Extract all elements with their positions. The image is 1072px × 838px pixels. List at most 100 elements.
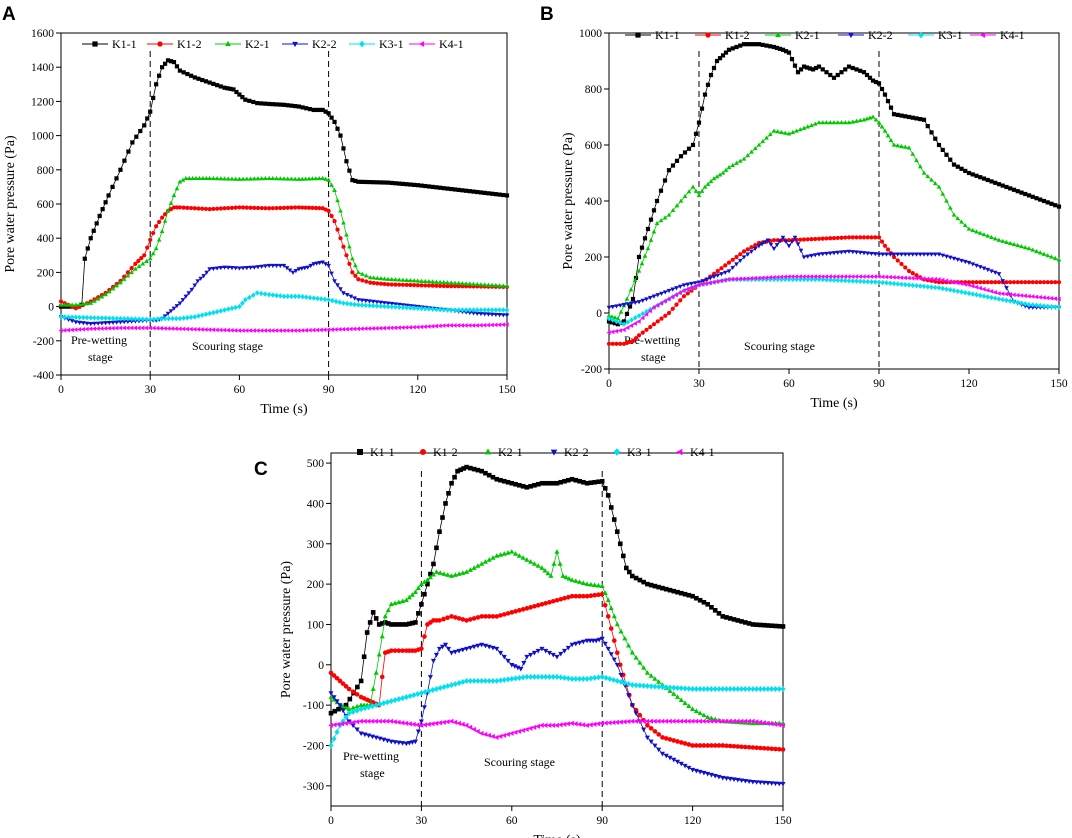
data-point (122, 158, 127, 163)
data-point (780, 624, 786, 629)
data-point (248, 328, 253, 333)
data-point (350, 719, 356, 725)
data-point (764, 276, 769, 283)
data-point (497, 313, 502, 318)
data-point (554, 654, 560, 660)
data-point (769, 746, 774, 752)
data-point (608, 626, 614, 631)
data-point (436, 646, 443, 652)
data-point (671, 718, 676, 724)
data-point (399, 720, 405, 726)
legend-label: K3-1 (627, 445, 652, 459)
data-point (554, 673, 560, 680)
data-point (690, 706, 696, 712)
data-point (805, 254, 811, 259)
data-point (824, 120, 829, 125)
data-point (753, 42, 758, 47)
data-point (599, 591, 605, 597)
data-point (573, 578, 579, 583)
data-point (636, 254, 642, 260)
data-point (648, 726, 654, 731)
data-point (1038, 280, 1043, 285)
data-point (415, 278, 421, 283)
data-point (1053, 280, 1058, 285)
data-point (996, 182, 1002, 187)
data-point (103, 315, 108, 321)
data-point (385, 301, 391, 306)
data-point (1026, 280, 1032, 285)
data-point (467, 307, 473, 313)
data-point (820, 252, 826, 257)
data-point (686, 146, 692, 151)
data-point (478, 311, 484, 317)
data-point (136, 258, 141, 264)
data-point (292, 293, 298, 300)
data-point (287, 268, 293, 273)
data-point (914, 282, 919, 289)
data-point (385, 325, 390, 331)
data-point (652, 683, 658, 690)
data-point (263, 206, 268, 211)
data-point (329, 327, 334, 332)
data-point (520, 674, 526, 681)
data-point (978, 175, 983, 180)
data-point (633, 575, 639, 581)
data-point (456, 648, 462, 654)
data-point (870, 78, 876, 83)
data-point (711, 279, 716, 285)
data-point (606, 330, 611, 335)
data-point (58, 304, 64, 309)
data-point (392, 600, 398, 606)
data-point (180, 177, 186, 182)
x-tick-label: 90 (323, 384, 335, 396)
data-point (296, 104, 301, 109)
data-point (910, 252, 916, 257)
data-point (490, 474, 496, 480)
data-point (422, 689, 428, 696)
data-point (338, 236, 343, 241)
data-point (858, 68, 863, 73)
data-point (1049, 254, 1054, 259)
data-point (177, 205, 183, 210)
data-point (486, 312, 491, 317)
data-point (925, 124, 930, 129)
data-point (392, 697, 398, 704)
data-point (869, 251, 874, 257)
data-point (861, 278, 867, 285)
data-point (94, 221, 99, 226)
data-point (133, 261, 138, 266)
data-point (720, 686, 726, 692)
data-point (368, 280, 373, 285)
data-point (159, 215, 165, 220)
data-point (1022, 245, 1028, 250)
data-point (906, 145, 912, 150)
data-point (750, 718, 755, 724)
data-point (475, 643, 481, 649)
data-point (467, 310, 473, 316)
data-point (486, 191, 491, 196)
data-point (211, 175, 216, 181)
data-point (558, 722, 563, 728)
data-point (359, 298, 365, 303)
data-point (419, 183, 424, 188)
data-point (895, 112, 900, 117)
data-point (679, 740, 684, 745)
data-point (933, 136, 938, 141)
data-point (621, 302, 627, 308)
x-tick-label: 60 (506, 815, 518, 827)
data-point (121, 325, 126, 331)
data-point (674, 302, 679, 307)
data-point (608, 505, 614, 510)
data-point (566, 575, 572, 581)
data-point (754, 622, 759, 628)
data-point (610, 341, 615, 346)
data-point (338, 287, 343, 292)
data-point (722, 277, 727, 283)
data-point (786, 274, 791, 279)
data-point (929, 284, 934, 290)
data-point (651, 294, 657, 299)
data-point (73, 306, 78, 311)
data-point (500, 283, 506, 288)
data-point (471, 307, 476, 313)
data-point (412, 589, 418, 595)
